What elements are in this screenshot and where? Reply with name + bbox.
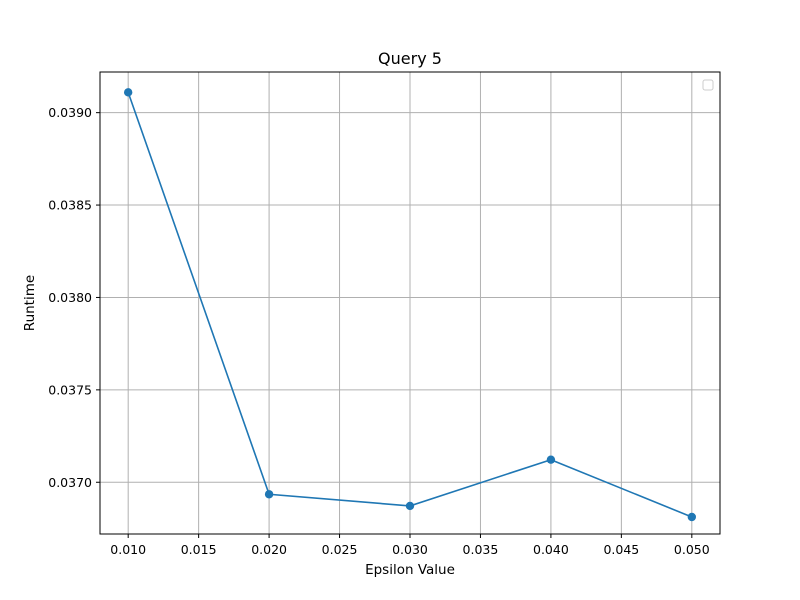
y-tick-label: 0.0390 — [48, 105, 92, 120]
y-tick-label: 0.0380 — [48, 290, 92, 305]
y-tick-label: 0.0375 — [48, 382, 92, 397]
x-tick-label: 0.045 — [603, 542, 639, 557]
x-tick-label: 0.010 — [110, 542, 146, 557]
y-axis-label: Runtime — [22, 275, 38, 331]
x-tick-label: 0.040 — [533, 542, 569, 557]
chart-title: Query 5 — [378, 49, 442, 68]
series-layer — [123, 88, 697, 522]
y-tick-label: 0.0385 — [48, 198, 92, 213]
legend-box — [702, 79, 714, 91]
grid — [100, 72, 720, 534]
y-tick-label: 0.0370 — [48, 475, 92, 490]
x-tick-label: 0.030 — [392, 542, 428, 557]
x-axis-ticks: 0.010 0.015 0.020 0.025 0.030 0.035 0.040 0.045… — [110, 534, 710, 557]
data-point-marker — [546, 455, 556, 464]
data-point-marker — [123, 88, 133, 97]
x-tick-label: 0.035 — [463, 542, 499, 557]
y-axis-ticks: 0.0370 0.0375 0.0380 0.0385 0.0390 — [48, 105, 100, 490]
data-point-marker — [405, 501, 415, 511]
x-tick-label: 0.050 — [674, 542, 710, 557]
data-point-marker — [687, 512, 697, 522]
x-axis-label: Epsilon Value — [365, 562, 455, 578]
x-tick-label: 0.020 — [251, 542, 287, 557]
x-tick-label: 0.025 — [322, 542, 358, 557]
x-tick-label: 0.015 — [181, 542, 217, 557]
data-point-marker — [264, 490, 274, 499]
